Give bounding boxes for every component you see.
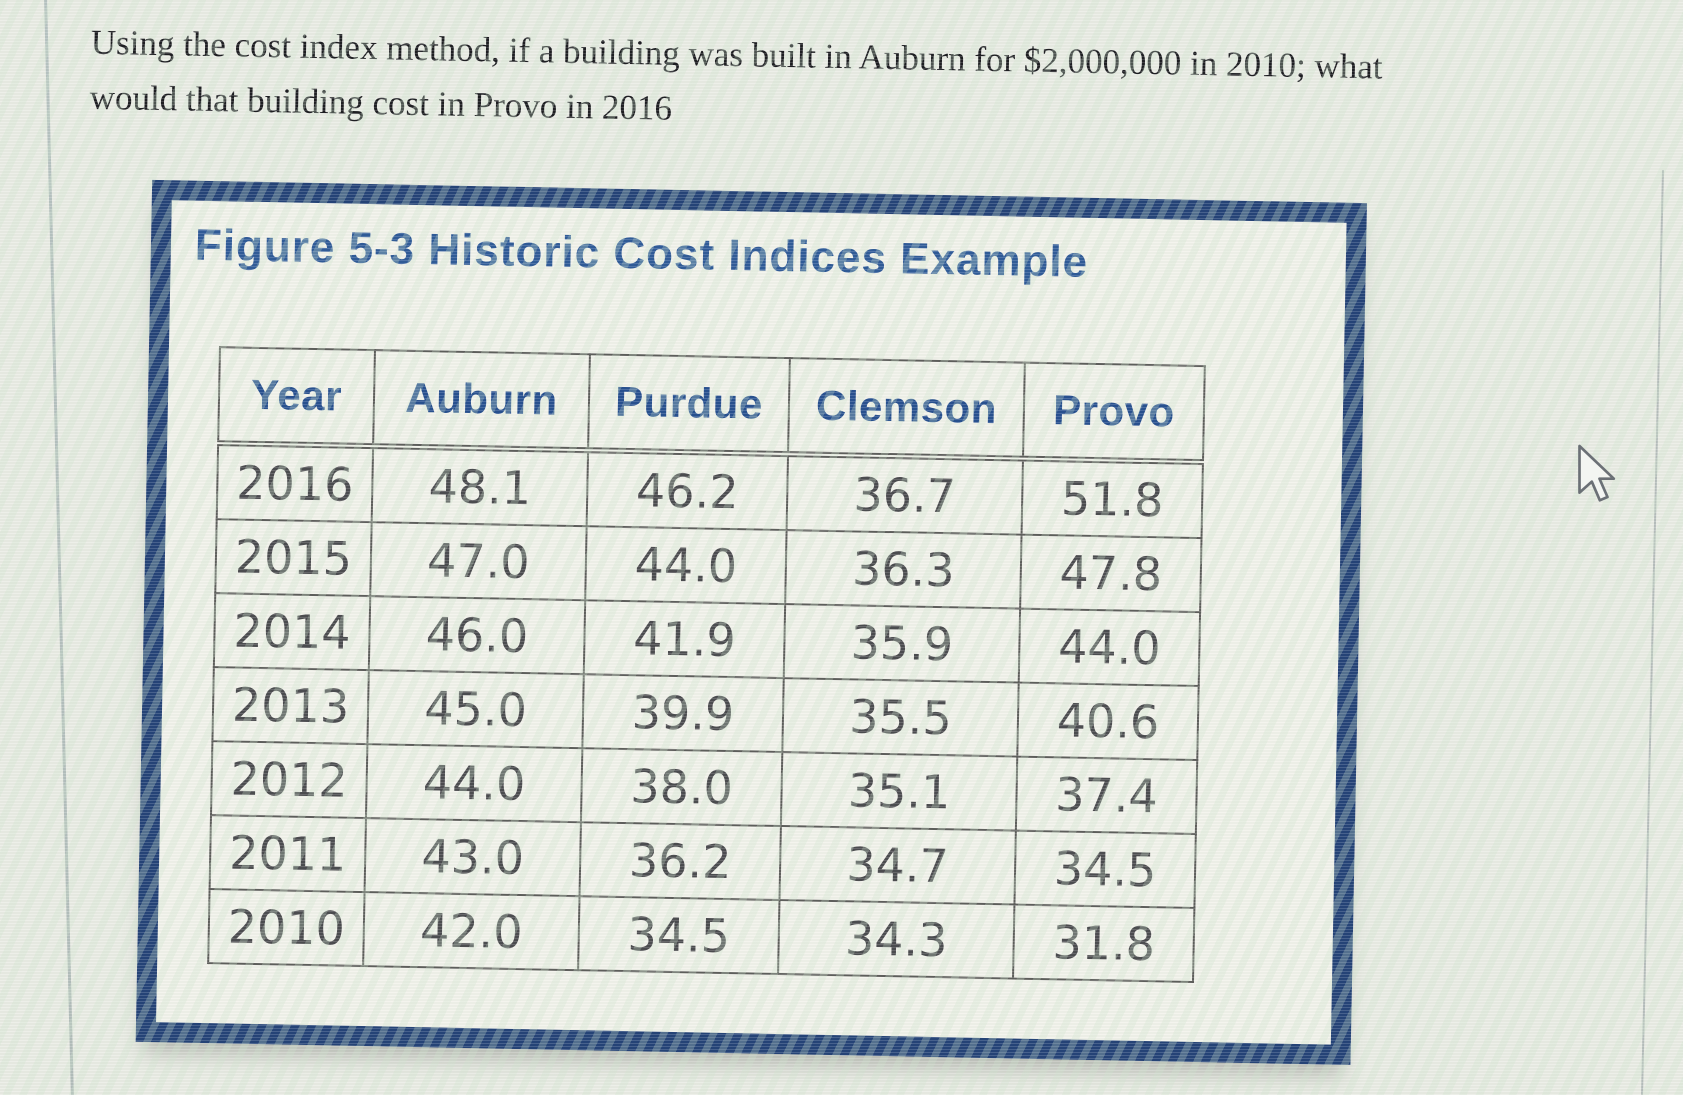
index-value-cell: 44.0	[365, 744, 583, 823]
year-cell: 2010	[208, 889, 365, 967]
year-cell: 2015	[215, 519, 372, 597]
column-header-purdue: Purdue	[588, 354, 790, 455]
index-value-cell: 47.8	[1020, 534, 1202, 613]
index-value-cell: 36.3	[785, 530, 1022, 609]
index-value-cell: 45.0	[367, 670, 584, 749]
column-header-auburn: Auburn	[373, 350, 590, 451]
table-body: 2016 48.1 46.2 36.7 51.8 2015 47.0 44.0 36.3 47.8…	[208, 443, 1203, 982]
index-value-cell: 41.9	[583, 600, 786, 679]
index-value-cell: 40.6	[1017, 682, 1199, 761]
index-value-cell: 36.2	[579, 822, 781, 901]
index-value-cell: 48.1	[371, 446, 589, 527]
index-value-cell: 35.5	[782, 678, 1019, 757]
index-value-cell: 46.0	[368, 596, 586, 675]
header-row: Year Auburn Purdue Clemson Provo	[218, 347, 1205, 463]
index-value-cell: 35.9	[783, 604, 1021, 683]
column-header-provo: Provo	[1023, 362, 1205, 463]
column-header-year: Year	[218, 347, 375, 447]
index-value-cell: 36.7	[786, 454, 1024, 535]
index-value-cell: 47.0	[370, 522, 587, 601]
question-text: Using the cost index method, if a buildi…	[89, 15, 1551, 154]
index-value-cell: 38.0	[580, 748, 783, 827]
index-value-cell: 46.2	[586, 450, 789, 531]
mouse-cursor-icon	[1578, 444, 1616, 502]
year-cell: 2014	[213, 593, 371, 671]
column-header-clemson: Clemson	[788, 358, 1025, 459]
index-value-cell: 35.1	[780, 752, 1018, 831]
year-cell: 2011	[209, 815, 366, 893]
year-cell: 2012	[211, 741, 368, 819]
index-value-cell: 44.0	[1018, 608, 1201, 687]
index-value-cell: 39.9	[582, 674, 784, 753]
index-value-cell: 44.0	[585, 526, 787, 605]
year-cell: 2013	[212, 667, 369, 745]
index-value-cell: 34.3	[778, 900, 1015, 979]
index-value-cell: 42.0	[363, 892, 580, 971]
figure-frame: Figure 5-3 Historic Cost Indices Example…	[135, 179, 1367, 1066]
index-value-cell: 34.7	[779, 826, 1016, 905]
cost-indices-table: Year Auburn Purdue Clemson Provo 2016 48.1 46.…	[207, 346, 1206, 983]
index-value-cell: 37.4	[1015, 756, 1198, 835]
index-value-cell: 51.8	[1021, 458, 1203, 539]
table-header: Year Auburn Purdue Clemson Provo	[218, 347, 1205, 463]
index-value-cell: 43.0	[364, 818, 581, 897]
index-value-cell: 34.5	[1014, 830, 1196, 908]
index-value-cell: 34.5	[578, 896, 780, 975]
figure-title: Figure 5-3 Historic Cost Indices Example	[194, 220, 1089, 287]
year-cell: 2016	[216, 443, 374, 523]
index-value-cell: 31.8	[1013, 904, 1195, 982]
